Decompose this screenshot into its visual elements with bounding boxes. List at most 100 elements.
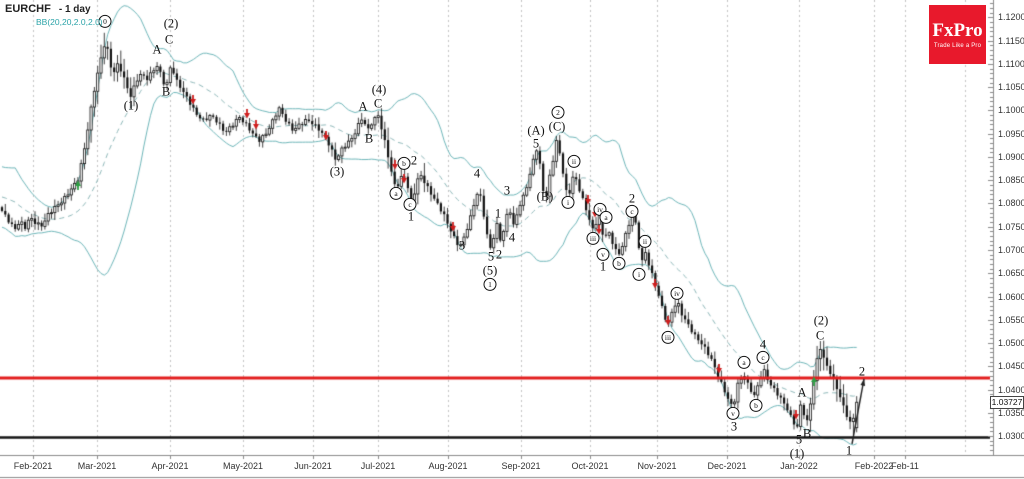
- wave-label: (2): [163, 16, 179, 31]
- x-axis-label: May-2021: [222, 461, 264, 471]
- wave-label: A: [152, 42, 162, 57]
- symbol-label: EURCHF: [5, 3, 51, 15]
- wave-label-circled: iv: [670, 286, 684, 300]
- x-axis-label: Jul-2021: [360, 461, 396, 471]
- y-axis-label: 1.04500: [998, 361, 1024, 372]
- wave-label: 3: [458, 238, 466, 253]
- wave-label-circled: 1: [483, 277, 497, 291]
- wave-label: (2): [813, 313, 829, 328]
- fxpro-logo: FxPro Trade Like a Pro: [929, 5, 986, 64]
- chart-legend: EURCHF - 1 day BB(20,20,2.0,2.0): [5, 3, 103, 28]
- x-axis-label: Oct-2021: [571, 461, 609, 471]
- wave-label: A: [358, 99, 368, 114]
- wave-label: 1: [494, 206, 502, 221]
- x-axis-label: Feb-2022: [854, 461, 894, 471]
- y-axis-label: 1.04000: [998, 384, 1024, 395]
- wave-label: (3): [329, 164, 345, 179]
- wave-label: (4): [371, 82, 387, 97]
- current-price-tag: 1.03727: [990, 396, 1024, 410]
- wave-label-circled: i: [632, 267, 646, 281]
- wave-label: 1: [599, 259, 607, 274]
- wave-label: (B): [536, 189, 554, 204]
- wave-label-circled: 2: [551, 105, 565, 119]
- wave-label-circled: a: [737, 355, 751, 369]
- wave-label: 2: [628, 191, 636, 206]
- wave-label: 1: [407, 209, 415, 224]
- wave-label-circled: c: [403, 197, 417, 211]
- timeframe-label: - 1 day: [58, 4, 91, 15]
- wave-label: 2: [410, 153, 418, 168]
- wave-label: 4: [759, 337, 767, 352]
- wave-label-circled: iii: [586, 231, 600, 245]
- y-axis-label: 1.10500: [998, 82, 1024, 93]
- y-axis-label: 1.05500: [998, 314, 1024, 325]
- wave-label-circled: v: [726, 406, 740, 420]
- x-axis-label: Feb-2021: [13, 461, 53, 471]
- wave-label: (5): [482, 263, 498, 278]
- wave-label: 1: [845, 443, 853, 458]
- brand-tagline: Trade Like a Pro: [933, 42, 982, 49]
- y-axis-label: 1.09500: [998, 128, 1024, 139]
- wave-label: (C): [548, 119, 566, 134]
- wave-label: 5: [487, 249, 495, 264]
- y-axis-label: 1.12000: [998, 12, 1024, 23]
- y-axis-label: 1.07500: [998, 221, 1024, 232]
- wave-label: B: [802, 426, 812, 441]
- y-axis-label: 1.08500: [998, 175, 1024, 186]
- wave-label: 2: [495, 247, 503, 262]
- wave-label-circled: iii: [661, 330, 675, 344]
- wave-label: 3: [730, 419, 738, 434]
- x-axis-label: Jun-2021: [294, 461, 332, 471]
- wave-label: A: [797, 385, 807, 400]
- indicator-label: BB(20,20,2.0,2.0): [36, 17, 103, 27]
- brand-name: FxPro: [932, 19, 983, 41]
- wave-label-circled: ii: [567, 154, 581, 168]
- wave-label-circled: b: [612, 256, 626, 270]
- wave-label-circled: b: [397, 156, 411, 170]
- y-axis-label: 1.10000: [998, 105, 1024, 116]
- wave-label: B: [161, 84, 171, 99]
- wave-label: B: [364, 131, 374, 146]
- y-axis-label: 1.03500: [998, 407, 1024, 418]
- wave-label: 2: [858, 364, 866, 379]
- wave-label: 3: [503, 183, 511, 198]
- wave-label: 4: [508, 230, 516, 245]
- wave-label: (A): [527, 123, 545, 138]
- wave-label-circled: c: [625, 204, 639, 218]
- wave-label: 4: [473, 166, 481, 181]
- wave-label-circled: 0: [98, 14, 112, 28]
- wave-label-circled: b: [749, 398, 763, 412]
- wave-label-circled: i: [561, 195, 575, 209]
- x-axis-label: Nov-2021: [637, 461, 677, 471]
- x-axis-label: Apr-2021: [151, 461, 189, 471]
- y-axis-label: 1.07000: [998, 245, 1024, 255]
- x-axis-label: Sep-2021: [501, 461, 541, 471]
- wave-label-circled: c: [756, 350, 770, 364]
- wave-label-circled: a: [389, 186, 403, 200]
- y-axis-label: 1.11500: [998, 35, 1024, 46]
- wave-label: C: [815, 328, 825, 343]
- y-axis-label: 1.11000: [998, 58, 1024, 69]
- x-axis-label: Jan-2022: [780, 461, 818, 471]
- wave-label: (1): [123, 98, 139, 113]
- x-axis-label: Aug-2021: [428, 461, 468, 471]
- wave-label-circled: a: [599, 210, 613, 224]
- wave-label-circled: ii: [638, 234, 652, 248]
- y-axis-label: 1.09000: [998, 151, 1024, 162]
- x-axis-label: Dec-2021: [707, 461, 747, 471]
- wave-label: 5: [795, 432, 803, 447]
- y-axis-label: 1.08000: [998, 198, 1024, 209]
- x-axis-label: Feb-11: [891, 461, 919, 471]
- wave-label: C: [373, 96, 383, 111]
- y-axis-label: 1.06500: [998, 268, 1024, 279]
- y-axis-label: 1.05000: [998, 338, 1024, 349]
- x-axis-label: Mar-2021: [77, 461, 117, 471]
- wave-label: 5: [532, 136, 540, 151]
- wave-label-circled: v: [596, 247, 610, 261]
- wave-label: C: [164, 32, 174, 47]
- y-axis-label: 1.06000: [998, 291, 1024, 302]
- wave-label: (1): [789, 446, 805, 461]
- y-axis-label: 1.03000: [998, 431, 1024, 442]
